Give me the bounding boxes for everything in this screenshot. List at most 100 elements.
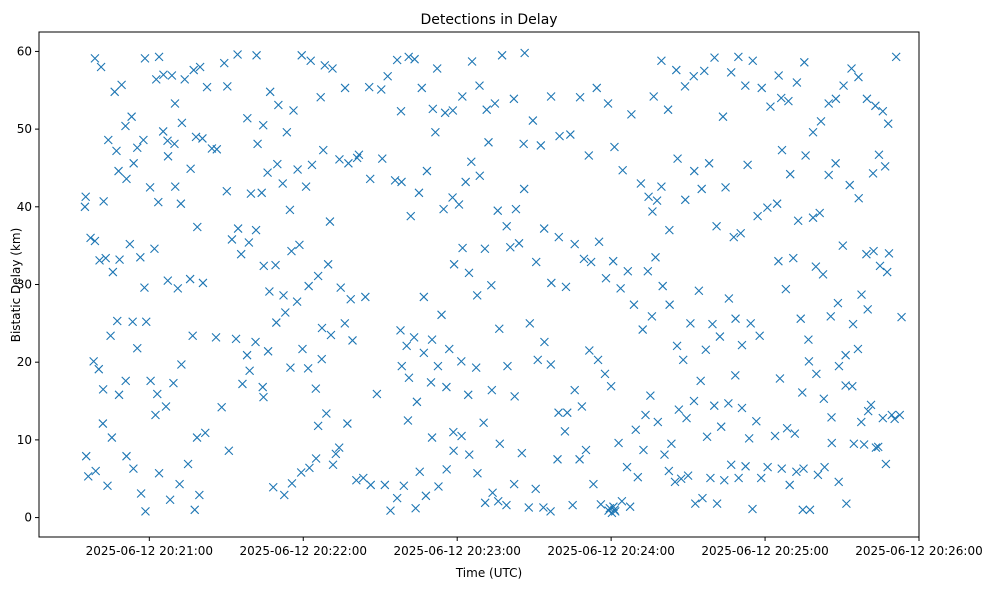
data-point-502 xyxy=(890,414,900,424)
data-point-474 xyxy=(847,381,857,391)
data-point-350 xyxy=(766,102,775,111)
data-point-48 xyxy=(80,202,90,212)
data-point-34 xyxy=(122,174,131,184)
data-point-462 xyxy=(875,261,885,271)
data-point-138 xyxy=(335,155,344,164)
data-point-356 xyxy=(680,195,690,205)
data-point-381 xyxy=(737,340,747,350)
data-point-339 xyxy=(671,65,681,75)
data-point-232 xyxy=(458,243,467,253)
data-point-441 xyxy=(845,180,855,190)
data-point-493 xyxy=(871,443,881,453)
data-point-353 xyxy=(657,182,666,191)
data-point-137 xyxy=(325,217,335,226)
data-point-426 xyxy=(854,72,863,82)
data-point-468 xyxy=(804,357,814,366)
data-point-345 xyxy=(726,68,736,77)
data-point-10 xyxy=(180,75,190,84)
data-point-501 xyxy=(895,410,905,420)
data-point-40 xyxy=(176,199,186,209)
data-point-250 xyxy=(471,363,481,373)
data-point-325 xyxy=(568,500,578,510)
data-point-185 xyxy=(372,389,382,399)
data-point-96 xyxy=(190,505,200,515)
data-point-450 xyxy=(788,253,798,263)
data-point-415 xyxy=(770,431,780,441)
data-point-343 xyxy=(710,53,719,63)
data-point-147 xyxy=(251,225,261,235)
data-point-235 xyxy=(480,244,490,254)
data-point-490 xyxy=(849,439,859,449)
data-point-275 xyxy=(546,92,556,101)
data-point-383 xyxy=(755,331,765,341)
data-point-314 xyxy=(600,369,610,379)
data-point-186 xyxy=(380,480,390,490)
data-point-213 xyxy=(439,204,448,214)
data-point-126 xyxy=(383,71,393,81)
data-point-430 xyxy=(883,119,893,129)
data-point-132 xyxy=(285,205,295,215)
data-point-300 xyxy=(623,266,633,276)
data-point-239 xyxy=(514,238,524,248)
x-tick-label-5: 2025-06-12 20:26:00 xyxy=(855,544,982,558)
data-point-93 xyxy=(177,360,186,369)
data-point-32 xyxy=(99,196,109,206)
data-point-272 xyxy=(519,184,529,194)
data-point-417 xyxy=(784,96,793,106)
data-point-170 xyxy=(311,384,321,393)
data-point-465 xyxy=(782,423,792,433)
data-point-503 xyxy=(798,505,808,515)
data-point-469 xyxy=(811,369,821,379)
data-point-278 xyxy=(575,92,585,102)
data-point-54 xyxy=(108,267,118,277)
chart-title: Detections in Delay xyxy=(420,12,557,28)
data-point-433 xyxy=(785,169,795,179)
data-point-494 xyxy=(878,413,888,423)
data-point-224 xyxy=(396,325,405,335)
data-point-476 xyxy=(859,440,869,449)
data-point-166 xyxy=(286,363,295,373)
data-point-385 xyxy=(653,417,663,427)
data-point-113 xyxy=(265,87,275,97)
data-point-363 xyxy=(736,228,746,238)
data-point-306 xyxy=(540,337,549,347)
data-point-482 xyxy=(791,467,801,477)
data-point-457 xyxy=(841,350,851,360)
data-point-158 xyxy=(346,294,356,304)
data-point-190 xyxy=(403,416,413,425)
data-point-285 xyxy=(636,179,646,188)
data-point-209 xyxy=(406,211,416,221)
data-point-150 xyxy=(271,260,280,270)
data-point-109 xyxy=(296,468,306,477)
data-point-254 xyxy=(503,361,512,371)
data-point-461 xyxy=(869,246,878,256)
data-point-377 xyxy=(708,319,717,329)
data-point-47 xyxy=(253,139,262,149)
data-point-11 xyxy=(189,65,199,75)
data-point-357 xyxy=(689,166,699,176)
data-point-130 xyxy=(272,159,282,169)
data-point-223 xyxy=(519,139,529,149)
data-point-82 xyxy=(98,384,108,394)
data-point-429 xyxy=(878,106,888,116)
data-point-407 xyxy=(712,499,722,508)
data-point-111 xyxy=(311,454,321,463)
data-point-261 xyxy=(449,446,458,456)
data-point-313 xyxy=(593,355,603,365)
data-point-236 xyxy=(486,280,496,290)
data-point-13 xyxy=(202,82,212,92)
data-point-64 xyxy=(81,451,91,461)
data-point-155 xyxy=(313,271,323,281)
data-point-4 xyxy=(127,112,137,122)
data-point-16 xyxy=(103,135,113,145)
data-point-86 xyxy=(128,317,138,327)
data-point-402 xyxy=(676,474,686,484)
data-point-369 xyxy=(651,252,660,262)
x-tick-label-2: 2025-06-12 20:23:00 xyxy=(393,544,520,558)
data-point-283 xyxy=(618,165,628,175)
data-point-487 xyxy=(827,438,837,448)
data-point-128 xyxy=(257,188,267,198)
data-point-463 xyxy=(882,267,892,277)
data-point-234 xyxy=(472,290,482,300)
data-point-44 xyxy=(222,186,232,196)
